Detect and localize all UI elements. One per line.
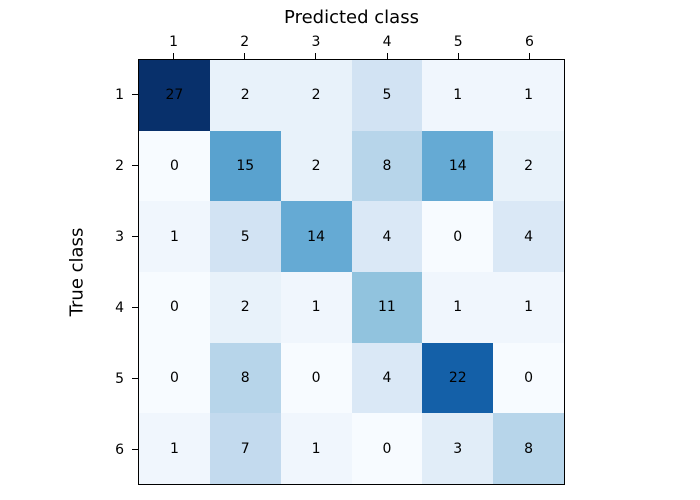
- heatmap-cell-r2c4: 8: [351, 130, 423, 202]
- y-tick-label-5: 5: [115, 370, 124, 387]
- x-axis-title: Predicted class: [284, 7, 419, 28]
- heatmap-cell-r1c3: 2: [280, 60, 352, 131]
- heatmap-cell-r1c1: 27: [139, 60, 210, 131]
- heatmap-cell-r4c3: 1: [280, 271, 352, 343]
- heatmap-cell-r6c1: 1: [139, 413, 210, 484]
- y-tick-label-1: 1: [115, 86, 124, 103]
- heatmap-grid: 27 2 2 5 1 1 0 15 2 8 14 2 1 5 14 4 0 4 0 2 1 11 1 1 0 8 0 4 22 0 1 7 1 0…: [138, 59, 565, 485]
- heatmap-cell-r2c1: 0: [139, 130, 210, 202]
- x-tick-label-2: 2: [240, 34, 250, 50]
- heatmap-cell-r5c4: 4: [351, 342, 423, 414]
- heatmap-cell-r3c1: 1: [139, 201, 210, 272]
- heatmap-cell-r1c5: 1: [422, 60, 494, 131]
- y-tick-mark-6: [132, 449, 138, 450]
- x-tick-mark-5: [457, 53, 459, 59]
- x-tick-mark-4: [386, 53, 388, 59]
- heatmap-cell-r2c3: 2: [280, 130, 352, 202]
- x-tick-label-4: 4: [382, 34, 392, 50]
- heatmap-cell-r4c5: 1: [422, 271, 494, 343]
- x-tick-marks: [138, 53, 565, 59]
- y-tick-label-2: 2: [115, 157, 124, 174]
- x-tick-label-5: 5: [453, 34, 463, 50]
- heatmap-cell-r4c6: 1: [493, 271, 564, 343]
- x-tick-mark-1: [173, 53, 175, 59]
- x-tick-mark-6: [528, 53, 530, 59]
- heatmap-cell-r5c5: 22: [422, 342, 494, 414]
- x-tick-mark-2: [244, 53, 246, 59]
- x-tick-mark-3: [315, 53, 317, 59]
- heatmap-cell-r4c4: 11: [351, 271, 423, 343]
- heatmap-cell-r2c5: 14: [422, 130, 494, 202]
- heatmap-cell-r2c6: 2: [493, 130, 564, 202]
- heatmap-cell-r3c3: 14: [280, 201, 352, 272]
- heatmap-cell-r6c2: 7: [209, 413, 281, 484]
- y-tick-mark-3: [132, 236, 138, 237]
- heatmap-cell-r4c2: 2: [209, 271, 281, 343]
- y-tick-mark-2: [132, 165, 138, 166]
- heatmap-cell-r6c5: 3: [422, 413, 494, 484]
- heatmap-cell-r3c4: 4: [351, 201, 423, 272]
- heatmap-cell-r3c6: 4: [493, 201, 564, 272]
- y-tick-mark-5: [132, 378, 138, 379]
- heatmap-cell-r5c2: 8: [209, 342, 281, 414]
- heatmap-cell-r1c6: 1: [493, 60, 564, 131]
- x-tick-label-6: 6: [524, 34, 534, 50]
- heatmap-cell-r5c1: 0: [139, 342, 210, 414]
- heatmap-cell-r4c1: 0: [139, 271, 210, 343]
- y-axis-title: True class: [66, 227, 88, 317]
- x-tick-label-1: 1: [169, 34, 179, 50]
- y-tick-label-3: 3: [115, 228, 124, 245]
- y-tick-label-6: 6: [115, 441, 124, 458]
- y-tick-marks: [132, 59, 138, 485]
- heatmap-cell-r6c6: 8: [493, 413, 564, 484]
- y-tick-mark-4: [132, 307, 138, 308]
- heatmap-cell-r6c3: 1: [280, 413, 352, 484]
- heatmap-cell-r6c4: 0: [351, 413, 423, 484]
- heatmap-cell-r3c2: 5: [209, 201, 281, 272]
- heatmap-cell-r2c2: 15: [209, 130, 281, 202]
- heatmap-cell-r3c5: 0: [422, 201, 494, 272]
- heatmap-cell-r1c2: 2: [209, 60, 281, 131]
- x-tick-labels: 1 2 3 4 5 6: [138, 33, 565, 51]
- heatmap-cell-r5c3: 0: [280, 342, 352, 414]
- heatmap-cell-r5c6: 0: [493, 342, 564, 414]
- y-tick-labels: 1 2 3 4 5 6: [88, 59, 124, 485]
- heatmap-cell-r1c4: 5: [351, 60, 423, 131]
- y-tick-mark-1: [132, 94, 138, 95]
- x-tick-label-3: 3: [311, 34, 321, 50]
- y-tick-label-4: 4: [115, 299, 124, 316]
